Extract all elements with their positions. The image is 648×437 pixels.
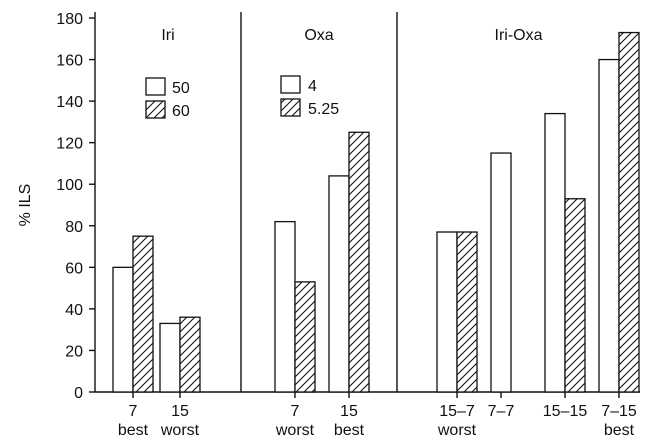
bar-hatched <box>456 231 478 393</box>
y-tick-label: 20 <box>65 343 83 360</box>
bar-open <box>598 58 620 393</box>
legend-swatch-open <box>145 77 166 96</box>
group-sublabel: best <box>118 422 149 437</box>
legend-label: 4 <box>308 78 317 95</box>
group-label: 7–15 <box>601 403 637 420</box>
y-tick-label: 80 <box>65 219 83 236</box>
y-tick-label: 60 <box>65 260 83 277</box>
group-label: 15 <box>340 403 358 420</box>
bar-hatched <box>564 198 586 393</box>
bar-open <box>274 220 296 393</box>
y-tick-label: 180 <box>56 11 83 28</box>
group-label: 15–7 <box>439 403 475 420</box>
panel-title: Iri <box>161 27 174 44</box>
y-tick-label: 120 <box>56 136 83 153</box>
y-tick-label: 100 <box>56 177 83 194</box>
bars <box>112 31 640 393</box>
legend-swatch-hatched <box>145 100 166 119</box>
bar-open <box>159 322 181 393</box>
legend-swatch-open <box>280 75 301 94</box>
panel-title: Iri-Oxa <box>495 27 543 44</box>
bar-hatched <box>348 131 370 393</box>
y-tick-label: 140 <box>56 94 83 111</box>
group-label: 7 <box>129 403 138 420</box>
y-axis-label: % ILS <box>17 184 34 227</box>
group-label: 15–15 <box>543 403 588 420</box>
bar-hatched <box>179 316 201 393</box>
bar-open <box>328 175 350 393</box>
group-sublabel: best <box>334 422 365 437</box>
legend-label: 5.25 <box>308 101 339 118</box>
bar-hatched <box>132 235 154 393</box>
legend-label: 50 <box>172 80 190 97</box>
panel-title: Oxa <box>304 27 333 44</box>
axes: 0 20 40 60 80 100 120 140 160 180 % ILS <box>17 11 640 402</box>
bar-open <box>112 266 134 393</box>
legend-swatch-hatched <box>280 98 301 117</box>
legend-label: 60 <box>172 103 190 120</box>
y-tick-label: 160 <box>56 53 83 70</box>
group-label: 15 <box>171 403 189 420</box>
bar-open <box>490 152 512 393</box>
labels: Iri 50 60 7 best 15 worst Oxa 4 5.25 7 worst 15 best I… <box>118 27 637 437</box>
bar-open <box>544 112 566 393</box>
group-sublabel: worst <box>160 422 200 437</box>
y-tick-label: 40 <box>65 302 83 319</box>
group-label: 7–7 <box>488 403 515 420</box>
bar-hatched <box>294 281 316 393</box>
bar-open <box>436 231 458 393</box>
group-label: 7 <box>291 403 300 420</box>
group-sublabel: worst <box>437 422 477 437</box>
bar-hatched <box>618 31 640 393</box>
y-tick-label: 0 <box>74 385 83 402</box>
group-sublabel: best <box>604 422 635 437</box>
group-sublabel: worst <box>275 422 315 437</box>
panels <box>240 12 398 392</box>
